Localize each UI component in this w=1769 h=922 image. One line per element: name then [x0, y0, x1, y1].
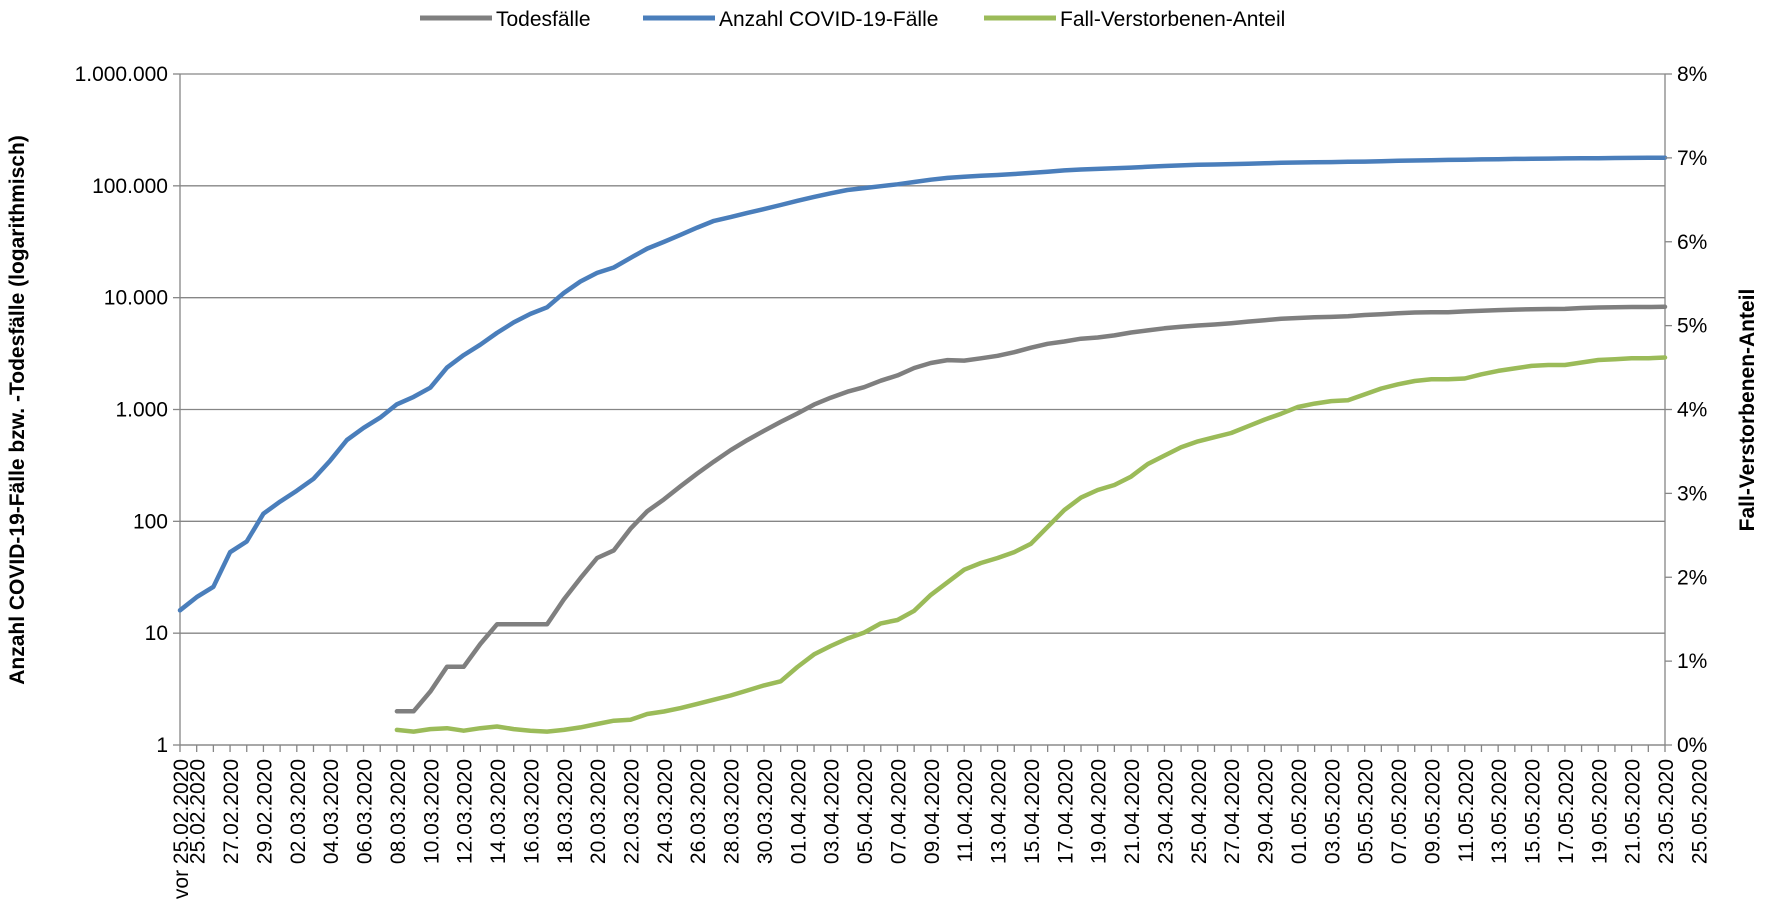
x-tick-label: 17.04.2020: [1054, 759, 1077, 864]
legend: Todesfälle Anzahl COVID-19-Fälle Fall-Vers…: [420, 8, 1285, 31]
x-tick-label: vor 25.02.2020: [170, 759, 193, 899]
x-tick-label: 29.02.2020: [253, 759, 276, 864]
x-tick-label: 25.05.2020: [1688, 759, 1711, 864]
x-tick-label: 01.05.2020: [1288, 759, 1311, 864]
x-tick-label: 24.03.2020: [654, 759, 677, 864]
left-axis-ticks: 1 10 100 1.000 10.000 100.000 1.000.000: [75, 63, 180, 757]
right-tick-label: 8%: [1677, 63, 1707, 86]
right-tick-label: 2%: [1677, 566, 1707, 589]
x-tick-label: 12.03.2020: [454, 759, 477, 864]
x-tick-label: 07.05.2020: [1388, 759, 1411, 864]
x-tick-label: 15.05.2020: [1522, 759, 1545, 864]
legend-entry: Anzahl COVID-19-Fälle: [719, 8, 938, 31]
x-tick-label: 01.04.2020: [787, 759, 810, 864]
x-tick-label: 06.03.2020: [354, 759, 377, 864]
x-tick-label: 21.05.2020: [1622, 759, 1645, 864]
left-tick-label: 100.000: [92, 175, 168, 198]
x-tick-label: 07.04.2020: [888, 759, 911, 864]
right-tick-label: 6%: [1677, 231, 1707, 254]
x-tick-label: 29.04.2020: [1255, 759, 1278, 864]
right-tick-label: 4%: [1677, 399, 1707, 422]
x-tick-label: 19.04.2020: [1088, 759, 1111, 864]
right-axis-ticks: 0% 1% 2% 3% 4% 5% 6% 7% 8%: [1665, 63, 1707, 757]
x-tick-label: 22.03.2020: [621, 759, 644, 864]
left-tick-label: 10: [145, 622, 168, 645]
left-tick-label: 1.000.000: [75, 63, 168, 86]
left-tick-label: 10.000: [104, 287, 168, 310]
series-line: [177, 155, 1668, 613]
x-tick-label: 20.03.2020: [587, 759, 610, 864]
left-axis-title: Anzahl COVID-19-Fälle bzw. -Todesfälle (…: [6, 135, 29, 685]
x-tick-label: 13.05.2020: [1488, 759, 1511, 864]
x-tick-label: 30.03.2020: [754, 759, 777, 864]
x-tick-label: 16.03.2020: [520, 759, 543, 864]
x-tick-label: 19.05.2020: [1588, 759, 1611, 864]
x-tick-label: 14.03.2020: [487, 759, 510, 864]
series-line: [394, 355, 1668, 734]
left-tick-label: 100: [133, 510, 168, 533]
x-tick-label: 03.05.2020: [1321, 759, 1344, 864]
right-tick-label: 7%: [1677, 147, 1707, 170]
right-axis-title: Fall-Verstorbenen-Anteil: [1736, 289, 1759, 532]
x-tick-label: 08.03.2020: [387, 759, 410, 864]
x-tick-label: 09.05.2020: [1421, 759, 1444, 864]
x-tick-label: 03.04.2020: [821, 759, 844, 864]
x-tick-label: 09.04.2020: [921, 759, 944, 864]
x-tick-label: 02.03.2020: [287, 759, 310, 864]
left-tick-label: 1.000: [115, 399, 168, 422]
x-tick-label: 27.04.2020: [1221, 759, 1244, 864]
x-tick-label: 21.04.2020: [1121, 759, 1144, 864]
legend-entry: Fall-Verstorbenen-Anteil: [1060, 8, 1285, 31]
right-tick-label: 5%: [1677, 315, 1707, 338]
legend-entry: Todesfälle: [496, 8, 591, 31]
x-tick-label: 18.03.2020: [554, 759, 577, 864]
x-tick-label: 23.04.2020: [1154, 759, 1177, 864]
x-tick-label: 05.04.2020: [854, 759, 877, 864]
x-tick-label: 10.03.2020: [420, 759, 443, 864]
series-line: [394, 304, 1668, 714]
left-tick-label: 1: [156, 734, 168, 757]
right-tick-label: 3%: [1677, 482, 1707, 505]
x-tick-label: 05.05.2020: [1355, 759, 1378, 864]
x-tick-label: 15.04.2020: [1021, 759, 1044, 864]
x-tick-label: 11.04.2020: [954, 759, 977, 863]
x-tick-label: 23.05.2020: [1655, 759, 1678, 864]
x-tick-label: 11.05.2020: [1455, 759, 1478, 863]
series-lines: [177, 155, 1668, 734]
x-tick-label: 28.03.2020: [721, 759, 744, 864]
x-tick-label: 25.02.2020: [187, 759, 210, 864]
right-tick-label: 0%: [1677, 734, 1707, 757]
x-tick-label: 27.02.2020: [220, 759, 243, 864]
gridlines: [180, 73, 1665, 746]
x-tick-label: 25.04.2020: [1188, 759, 1211, 864]
x-tick-label: 13.04.2020: [988, 759, 1011, 864]
x-tick-label: 04.03.2020: [320, 759, 343, 864]
x-tick-label: 26.03.2020: [687, 759, 710, 864]
right-tick-label: 1%: [1677, 650, 1707, 673]
x-tick-label: 17.05.2020: [1555, 759, 1578, 864]
